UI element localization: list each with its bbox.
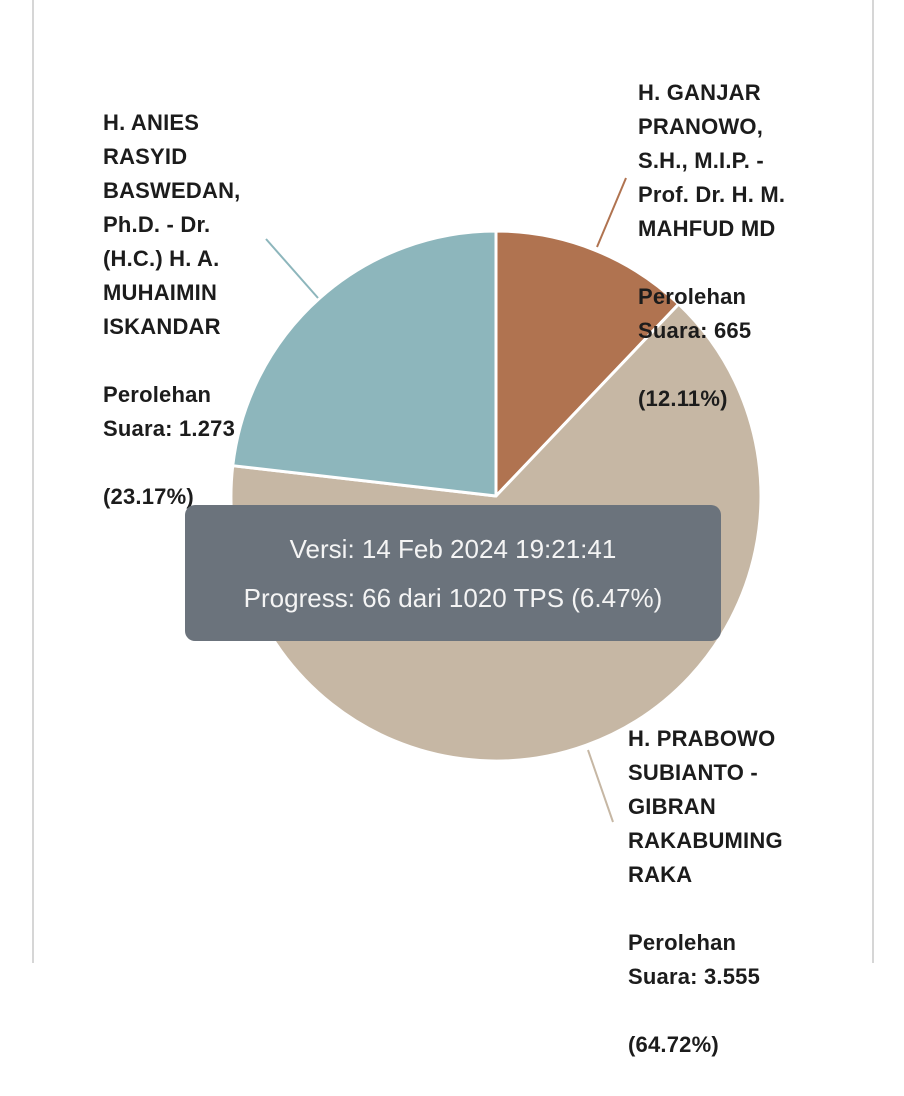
- slice-votes: Perolehan Suara: 1.273: [103, 382, 236, 441]
- slice-percent: (23.17%): [103, 484, 194, 509]
- slice-votes: Perolehan Suara: 665: [638, 284, 752, 343]
- pie-slice-anies[interactable]: [231, 229, 498, 498]
- tooltip-progress: Progress: 66 dari 1020 TPS (6.47%): [243, 583, 663, 613]
- label-prabowo: H. PRABOWO SUBIANTO - GIBRAN RAKABUMING …: [628, 688, 808, 1096]
- card-right-border: [872, 0, 874, 963]
- slice-name: H. PRABOWO SUBIANTO - GIBRAN RAKABUMING …: [628, 726, 783, 887]
- leader-line-ganjar: [596, 177, 627, 248]
- label-anies: H. ANIES RASYID BASWEDAN, Ph.D. - Dr. (H…: [103, 72, 273, 548]
- card-left-border: [32, 0, 34, 963]
- slice-percent: (12.11%): [638, 386, 728, 411]
- pie-slice-ganjar[interactable]: [494, 229, 681, 498]
- chart-tooltip: Versi: 14 Feb 2024 19:21:41 Progress: 66…: [185, 505, 721, 641]
- slice-name: H. GANJAR PRANOWO, S.H., M.I.P. - Prof. …: [638, 80, 786, 241]
- tooltip-version: Versi: 14 Feb 2024 19:21:41: [289, 534, 617, 564]
- slice-percent: (64.72%): [628, 1032, 719, 1057]
- label-ganjar: H. GANJAR PRANOWO, S.H., M.I.P. - Prof. …: [638, 42, 818, 450]
- slice-votes: Perolehan Suara: 3.555: [628, 930, 761, 989]
- slice-name: H. ANIES RASYID BASWEDAN, Ph.D. - Dr. (H…: [103, 110, 241, 339]
- leader-line-anies: [265, 238, 319, 299]
- leader-line-prabowo: [587, 749, 614, 823]
